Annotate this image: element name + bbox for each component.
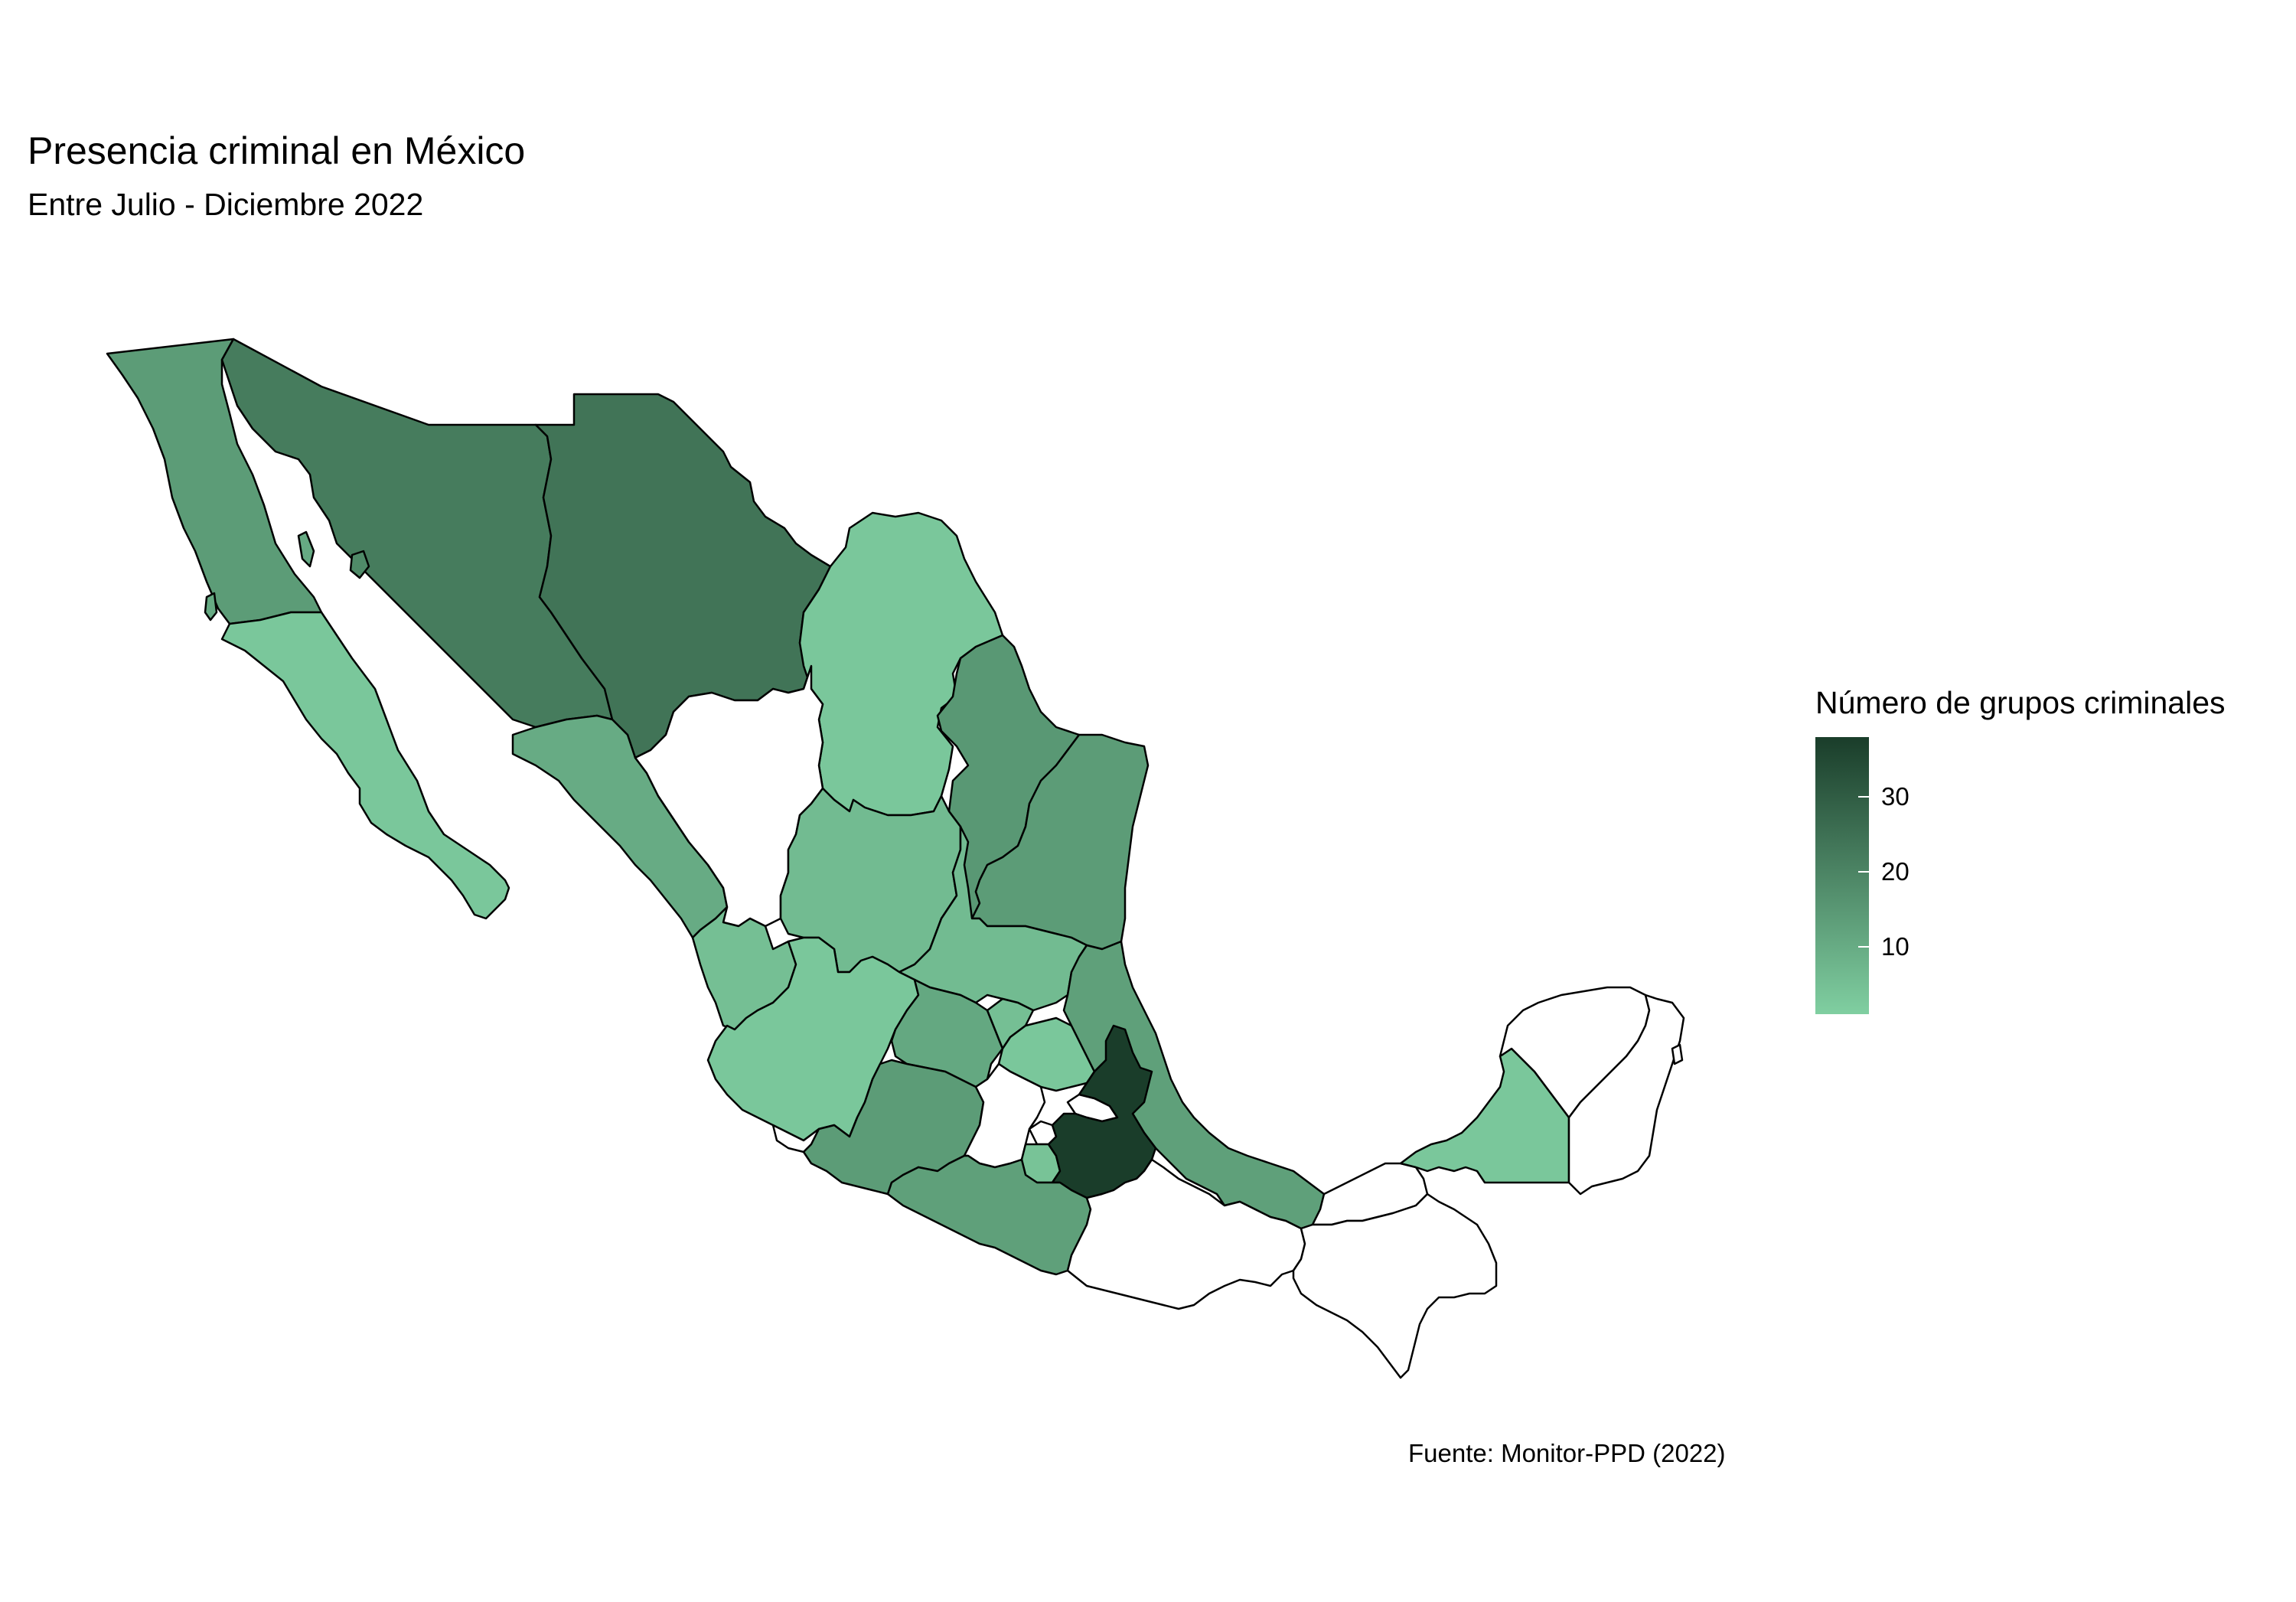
island-cozumel: [1671, 1043, 1684, 1065]
region-baja-california-sur: [220, 611, 510, 920]
legend-tick-mark: [1858, 796, 1869, 798]
legend-tick-mark: [1858, 945, 1869, 948]
legend-tick-label: 10: [1881, 932, 1910, 961]
source-caption: Fuente: Monitor-PPD (2022): [1408, 1439, 1726, 1467]
map-title: Presencia criminal en México: [28, 129, 526, 172]
island-isla-angel-de-la-guarda: [297, 530, 315, 568]
legend-tick-mark: [1858, 871, 1869, 873]
region-chiapas: [1292, 1193, 1498, 1379]
region-san-luis-potosi: [898, 825, 1088, 1012]
island-cedros: [204, 592, 218, 622]
island-isla-tiburon: [349, 550, 370, 579]
legend-title: Número de grupos criminales: [1815, 685, 2226, 720]
map-subtitle: Entre Julio - Diciembre 2022: [28, 187, 424, 222]
legend-colorbar: [1815, 737, 1869, 1014]
legend-tick-label: 30: [1881, 782, 1910, 811]
legend-tick-label: 20: [1881, 857, 1910, 886]
region-oaxaca: [1066, 1158, 1306, 1310]
